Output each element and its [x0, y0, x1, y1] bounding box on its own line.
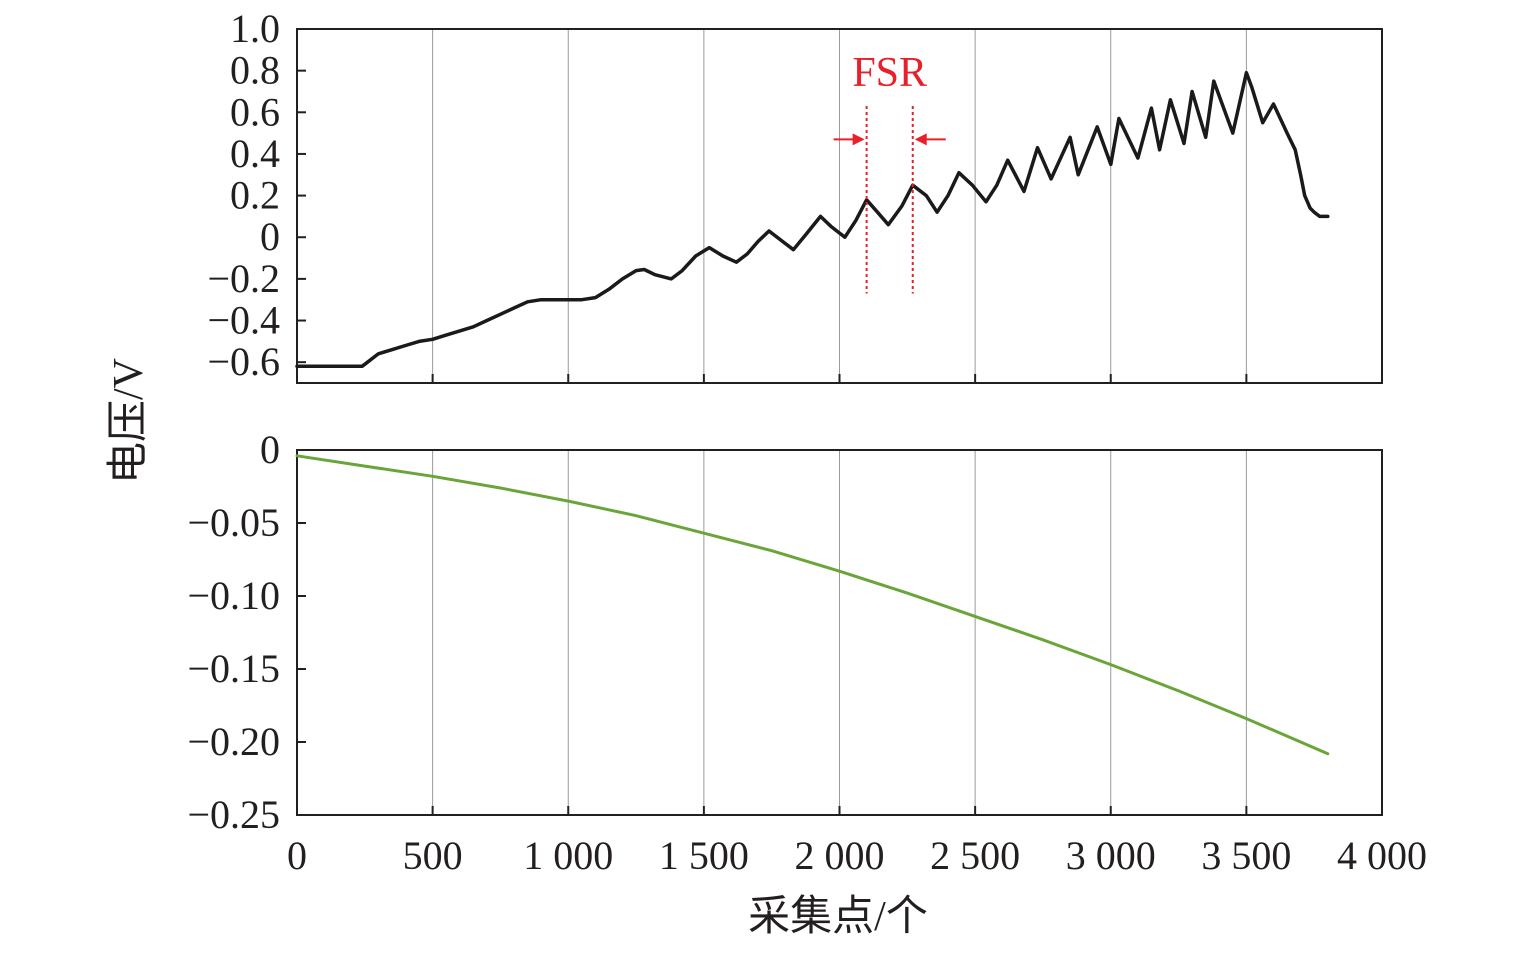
x-tick-label: 4 000	[1337, 833, 1427, 878]
x-tick-label: 500	[403, 833, 463, 878]
y-tick-label: −0.6	[207, 339, 280, 384]
x-tick-label: 3 500	[1201, 833, 1291, 878]
y-tick-label: 0	[260, 427, 280, 472]
y-tick-label: −0.20	[187, 719, 280, 764]
bottom-panel: 0−0.05−0.10−0.15−0.20−0.250 500 1 000 1 500…	[187, 427, 1427, 878]
fsr-arrow-left-head	[852, 133, 865, 146]
y-tick-label: −0.2	[207, 256, 280, 301]
y-tick-label: −0.15	[187, 646, 280, 691]
y-tick-label: 0.2	[230, 173, 280, 218]
x-tick-label: 3 000	[1066, 833, 1156, 878]
x-tick-label: 2 000	[795, 833, 885, 878]
y-tick-label: −0.4	[207, 298, 280, 343]
y-tick-label: 1.0	[230, 6, 280, 51]
y-tick-label: −0.05	[187, 500, 280, 545]
y-axis-title: 电压/V	[106, 358, 152, 484]
y-tick-label: 0.6	[230, 89, 280, 134]
bottom-series-line	[295, 454, 1330, 756]
y-tick-label: 0.8	[230, 48, 280, 93]
y-tick-label: −0.10	[187, 573, 280, 618]
x-tick-label: 0	[287, 833, 307, 878]
x-tick-label: 2 500	[930, 833, 1020, 878]
y-tick-label: 0	[260, 214, 280, 259]
y-tick-label: −0.25	[187, 792, 280, 837]
fsr-arrow-right-head	[914, 133, 927, 146]
fsr-label: FSR	[852, 50, 927, 96]
y-tick-label: 0.4	[230, 131, 280, 176]
x-axis-title: 采集点/个	[748, 894, 928, 940]
x-tick-label: 1 000	[523, 833, 613, 878]
x-tick-label: 1 500	[659, 833, 749, 878]
top-series-line	[295, 70, 1330, 369]
top-panel: 1.00.80.60.40.20−0.2−0.4−0.6 FSR	[207, 6, 1383, 384]
